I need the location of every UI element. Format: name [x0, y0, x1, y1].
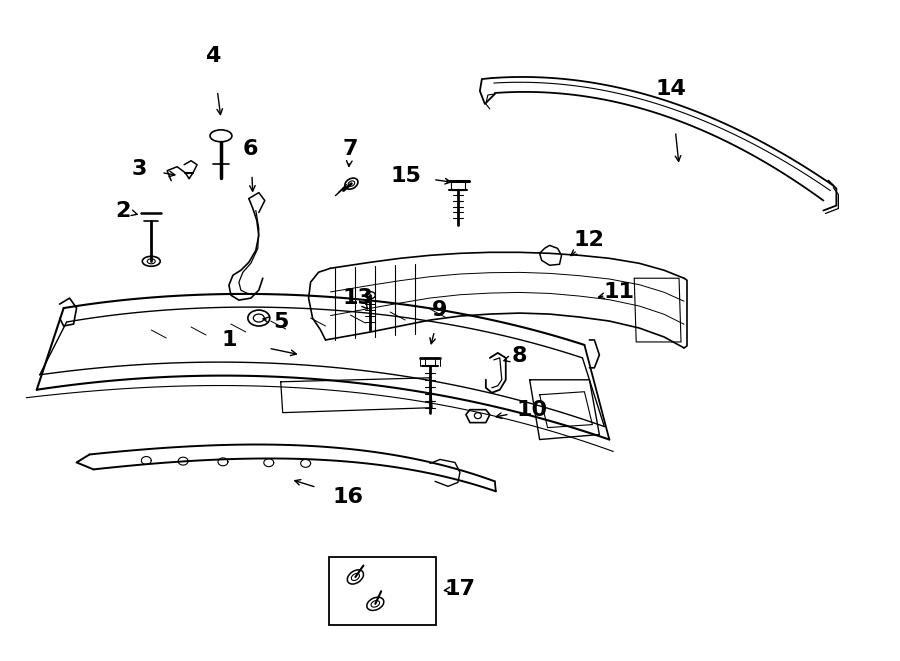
- Text: 1: 1: [221, 330, 237, 350]
- Text: 17: 17: [445, 579, 475, 599]
- Text: 8: 8: [512, 346, 527, 366]
- Text: 10: 10: [516, 400, 547, 420]
- Text: 11: 11: [604, 282, 634, 302]
- Text: 12: 12: [574, 231, 605, 251]
- Text: 14: 14: [655, 79, 687, 99]
- Text: 6: 6: [243, 139, 258, 159]
- Text: 13: 13: [343, 288, 373, 308]
- Text: 5: 5: [273, 312, 288, 332]
- Text: 2: 2: [116, 200, 131, 221]
- Text: 15: 15: [391, 166, 421, 186]
- Bar: [328, 557, 436, 625]
- Text: 7: 7: [343, 139, 358, 159]
- Text: 4: 4: [205, 46, 220, 66]
- Text: 9: 9: [432, 300, 447, 320]
- Text: 3: 3: [131, 159, 147, 178]
- Text: 16: 16: [333, 487, 364, 507]
